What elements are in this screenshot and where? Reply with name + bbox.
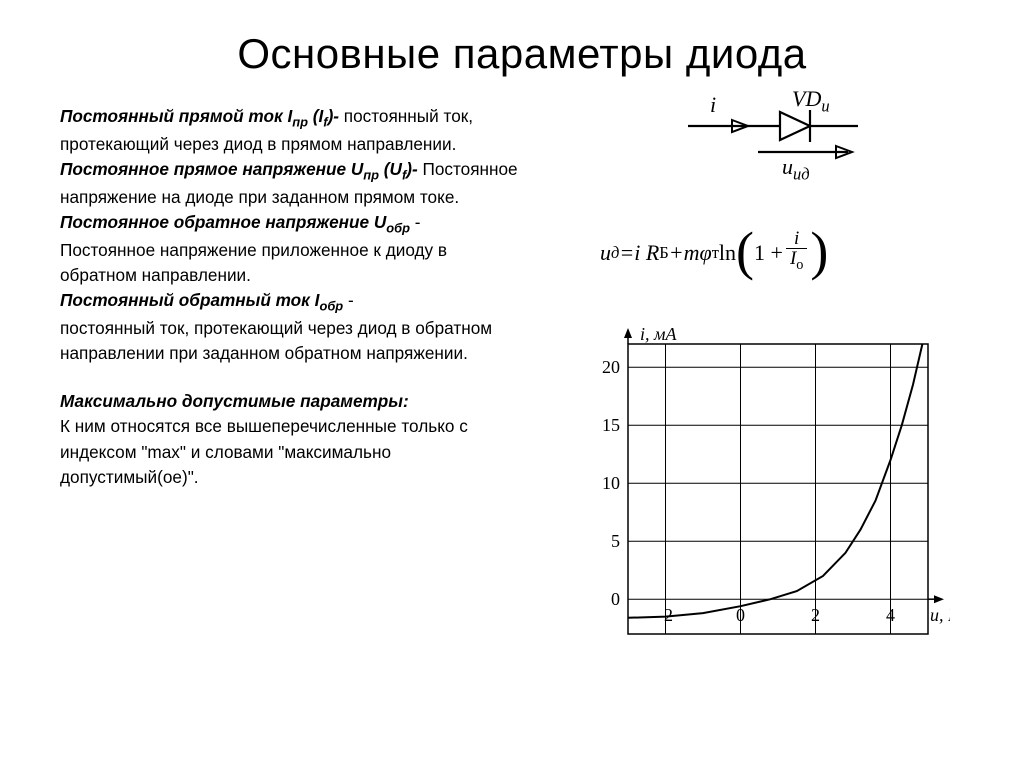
iv-chart: 0 5 10 15 20 -2 0 2 4 i, мА u, В (570, 324, 950, 669)
param-reverse-voltage: Постоянное обратное напряжение Uобр - По… (60, 210, 520, 288)
term-p4: Постоянный обратный ток Iобр (60, 290, 343, 310)
svg-text:i, мА: i, мА (640, 324, 677, 344)
desc-p4: постоянный ток, протекающий через диод в… (60, 318, 492, 363)
param-forward-current: Постоянный прямой ток Iпр (If)- постоянн… (60, 104, 520, 157)
max-params-block: Максимально допустимые параметры: К ним … (60, 389, 520, 491)
diode-u-label: uид (782, 154, 810, 184)
svg-text:20: 20 (602, 357, 620, 377)
page-title: Основные параметры диода (60, 30, 984, 78)
max-desc: К ним относятся все вышеперечисленные то… (60, 416, 468, 487)
right-column: i VDи uид (540, 104, 984, 491)
param-reverse-current: Постоянный обратный ток Iобр - постоянны… (60, 288, 520, 366)
term-p1: Постоянный прямой ток Iпр (If)- (60, 106, 339, 126)
content-container: Постоянный прямой ток Iпр (If)- постоянн… (60, 104, 984, 491)
diode-symbol-block: i VDи uид (688, 96, 888, 168)
svg-text:15: 15 (602, 415, 620, 435)
svg-text:0: 0 (611, 589, 620, 609)
max-heading: Максимально допустимые параметры: (60, 391, 409, 411)
diode-i-label: i (710, 92, 716, 118)
svg-text:10: 10 (602, 473, 620, 493)
left-column: Постоянный прямой ток Iпр (If)- постоянн… (60, 104, 520, 491)
term-p3: Постоянное обратное напряжение Uобр (60, 212, 410, 232)
term-p2: Постоянное прямое напряжение Uпр (Uf)- (60, 159, 418, 179)
svg-text:0: 0 (736, 605, 745, 625)
svg-text:u, В: u, В (930, 605, 950, 625)
svg-text:2: 2 (811, 605, 820, 625)
svg-text:5: 5 (611, 531, 620, 551)
svg-text:-2: -2 (658, 605, 673, 625)
diode-equation: uд = i RБ + mφт ln ( 1 + i Iо ) (600, 226, 828, 280)
param-forward-voltage: Постоянное прямое напряжение Uпр (Uf)- П… (60, 157, 520, 210)
diode-vd-label: VDи (792, 86, 830, 116)
iv-curve-icon: 0 5 10 15 20 -2 0 2 4 i, мА u, В (570, 324, 950, 664)
svg-text:4: 4 (886, 605, 895, 625)
desc-p3: Постоянное напряжение приложенное к диод… (60, 240, 447, 285)
